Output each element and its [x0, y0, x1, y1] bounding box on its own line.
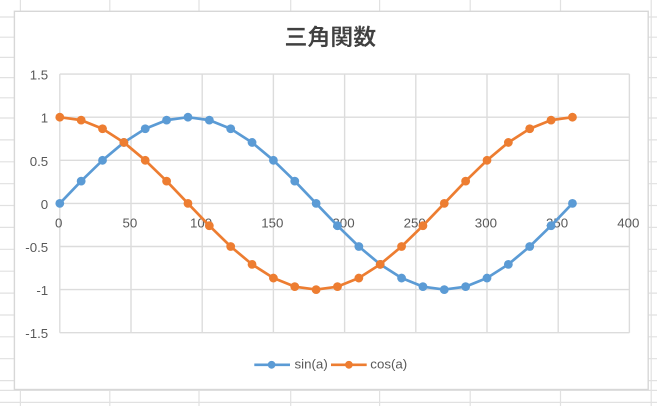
- svg-text:sin(a): sin(a): [295, 357, 328, 372]
- svg-text:0: 0: [41, 197, 48, 212]
- svg-text:-1: -1: [36, 283, 48, 298]
- svg-text:-0.5: -0.5: [25, 240, 48, 255]
- svg-text:0.5: 0.5: [30, 154, 49, 169]
- svg-text:300: 300: [475, 216, 497, 231]
- svg-text:0: 0: [55, 216, 62, 231]
- svg-text:1.5: 1.5: [30, 68, 49, 83]
- svg-text:cos(a): cos(a): [370, 357, 407, 372]
- svg-text:50: 50: [123, 216, 138, 231]
- svg-text:400: 400: [617, 216, 639, 231]
- svg-text:-1.5: -1.5: [25, 326, 48, 341]
- svg-text:150: 150: [261, 216, 283, 231]
- svg-text:1: 1: [41, 111, 48, 126]
